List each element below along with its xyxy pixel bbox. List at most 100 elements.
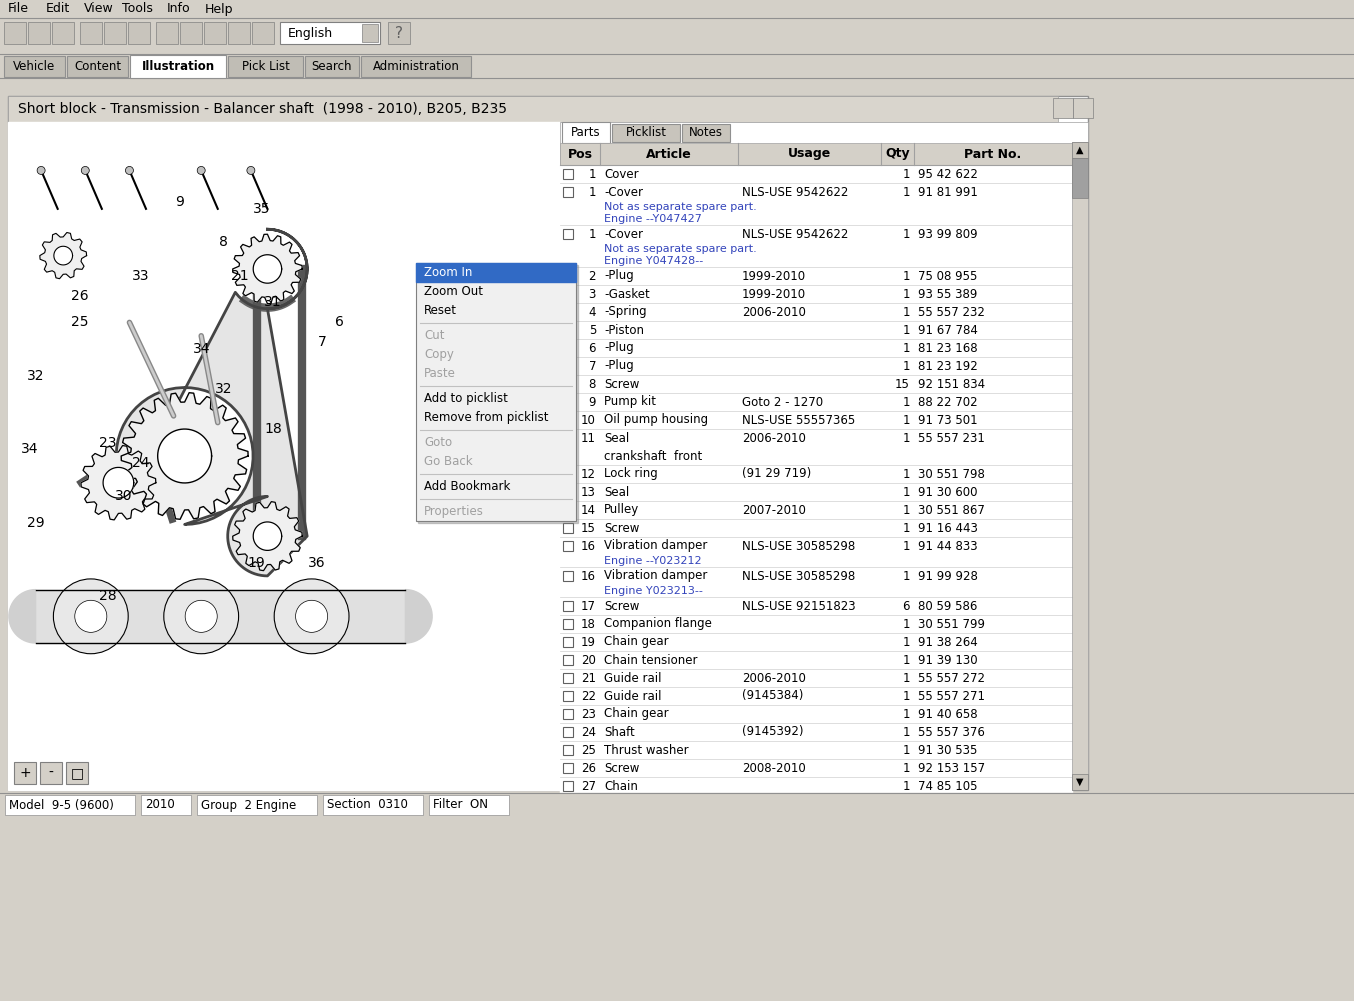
Text: 91 30 535: 91 30 535: [918, 744, 978, 757]
Bar: [561, 375, 1072, 393]
Text: Go Back: Go Back: [424, 455, 473, 468]
Text: 93 55 389: 93 55 389: [918, 287, 978, 300]
Bar: [563, 469, 573, 479]
Text: 91 16 443: 91 16 443: [918, 522, 978, 535]
Text: Screw: Screw: [604, 762, 639, 775]
Text: 7: 7: [318, 335, 328, 349]
Text: 16: 16: [581, 540, 596, 553]
Text: Screw: Screw: [604, 377, 639, 390]
Polygon shape: [116, 229, 307, 576]
Bar: [563, 673, 573, 683]
Text: Goto: Goto: [424, 436, 452, 449]
Bar: [141, 795, 191, 815]
Text: 4: 4: [589, 305, 596, 318]
Text: -Piston: -Piston: [604, 323, 645, 336]
Text: -Spring: -Spring: [604, 305, 647, 318]
Bar: [563, 289, 573, 299]
Polygon shape: [81, 445, 156, 520]
Text: 30 551 799: 30 551 799: [918, 618, 984, 631]
Polygon shape: [9, 590, 35, 643]
Text: Notes: Notes: [689, 125, 723, 138]
Bar: [563, 637, 573, 647]
Bar: [563, 415, 573, 425]
Polygon shape: [39, 232, 87, 278]
Text: 2006-2010: 2006-2010: [742, 431, 806, 444]
Bar: [561, 183, 1072, 225]
Bar: [227, 22, 250, 44]
Text: Properties: Properties: [424, 505, 483, 518]
Text: 91 44 833: 91 44 833: [918, 540, 978, 553]
Bar: [561, 741, 1072, 759]
Text: 30 551 867: 30 551 867: [918, 504, 984, 517]
Bar: [563, 709, 573, 719]
Bar: [416, 263, 575, 521]
Bar: [561, 321, 1072, 339]
Text: 31: 31: [264, 295, 282, 309]
Text: 18: 18: [581, 618, 596, 631]
Text: 1: 1: [903, 395, 910, 408]
Text: 1: 1: [903, 708, 910, 721]
Text: 35: 35: [253, 202, 271, 216]
Text: Goto 2 - 1270: Goto 2 - 1270: [742, 395, 823, 408]
Circle shape: [74, 601, 107, 633]
Text: 6: 6: [903, 600, 910, 613]
Bar: [561, 393, 1072, 411]
Bar: [0, 18, 1354, 54]
Bar: [80, 22, 102, 44]
Text: 1: 1: [903, 359, 910, 372]
Text: -Plug: -Plug: [604, 359, 634, 372]
Text: 1: 1: [903, 762, 910, 775]
Text: 1: 1: [903, 413, 910, 426]
Bar: [429, 795, 509, 815]
Bar: [561, 285, 1072, 303]
Text: Pick List: Pick List: [241, 59, 290, 72]
Bar: [561, 225, 1072, 267]
Text: Screw: Screw: [604, 600, 639, 613]
Text: Pulley: Pulley: [604, 504, 639, 517]
Bar: [563, 571, 573, 581]
Bar: [362, 56, 471, 77]
Text: Section  0310: Section 0310: [328, 799, 408, 812]
Bar: [1072, 142, 1089, 158]
Bar: [0, 793, 1354, 817]
Text: 36: 36: [309, 556, 326, 570]
Text: -Plug: -Plug: [604, 269, 634, 282]
Text: NLS-USE 30585298: NLS-USE 30585298: [742, 540, 856, 553]
Text: -: -: [49, 766, 53, 780]
Bar: [563, 691, 573, 701]
Text: Zoom In: Zoom In: [424, 266, 473, 279]
Text: crankshaft  front: crankshaft front: [604, 449, 703, 462]
Text: 95 42 622: 95 42 622: [918, 167, 978, 180]
Bar: [563, 271, 573, 281]
Bar: [561, 597, 1072, 615]
Text: Search: Search: [311, 59, 352, 72]
Text: 1: 1: [589, 227, 596, 240]
Text: Tools: Tools: [122, 2, 153, 15]
Text: 1999-2010: 1999-2010: [742, 269, 806, 282]
Polygon shape: [121, 392, 248, 520]
Text: Paste: Paste: [424, 367, 456, 380]
Text: 81 23 192: 81 23 192: [918, 359, 978, 372]
Text: Guide rail: Guide rail: [604, 672, 662, 685]
Text: 91 30 600: 91 30 600: [918, 485, 978, 498]
Text: 32: 32: [27, 368, 45, 382]
Text: 1999-2010: 1999-2010: [742, 287, 806, 300]
Text: 24: 24: [131, 455, 149, 469]
Bar: [561, 633, 1072, 651]
Bar: [562, 122, 611, 143]
Text: 20: 20: [581, 654, 596, 667]
Text: 29: 29: [27, 516, 45, 530]
Bar: [8, 122, 561, 790]
Text: 91 67 784: 91 67 784: [918, 323, 978, 336]
Text: 1: 1: [903, 744, 910, 757]
Text: 1: 1: [903, 690, 910, 703]
Bar: [561, 759, 1072, 777]
Text: Qty: Qty: [886, 147, 910, 160]
Text: Not as separate spare part.: Not as separate spare part.: [604, 244, 757, 254]
Text: 18: 18: [264, 422, 282, 436]
Text: 6: 6: [589, 341, 596, 354]
Bar: [1072, 774, 1089, 790]
Text: NLS-USE 30585298: NLS-USE 30585298: [742, 570, 856, 583]
Text: 7: 7: [589, 359, 596, 372]
Bar: [563, 307, 573, 317]
